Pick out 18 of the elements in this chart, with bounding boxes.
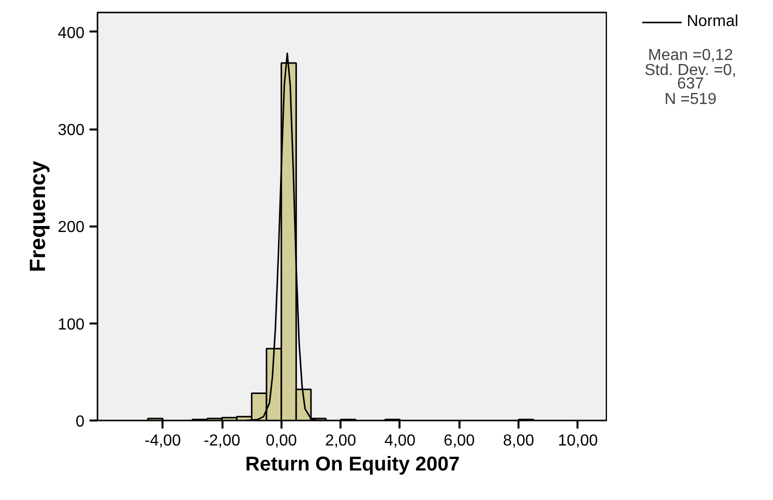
y-tick-label: 300 [58, 122, 85, 140]
x-tick-label: -2,00 [204, 432, 240, 450]
y-tick-label: 0 [76, 414, 85, 430]
x-tick-label: 8,00 [502, 432, 534, 450]
x-tick-label: 2,00 [325, 432, 356, 450]
y-axis-title: Frequency [24, 160, 50, 272]
x-axis-title: Return On Equity 2007 [245, 454, 460, 476]
x-tick-label: 4,00 [384, 432, 416, 450]
y-tick-label: 200 [58, 219, 85, 236]
y-tick-label: 400 [58, 24, 85, 42]
text: N =519 [664, 91, 717, 108]
legend-label: Normal [686, 13, 738, 31]
x-tick-label: 0,00 [266, 432, 298, 450]
x-tick-label: 6,00 [444, 432, 475, 450]
text: Mean =0,12 [648, 47, 734, 64]
x-tick-label: -4,00 [144, 432, 182, 450]
x-tick-label: 10,00 [558, 432, 598, 450]
y-tick-label: 100 [58, 316, 85, 334]
